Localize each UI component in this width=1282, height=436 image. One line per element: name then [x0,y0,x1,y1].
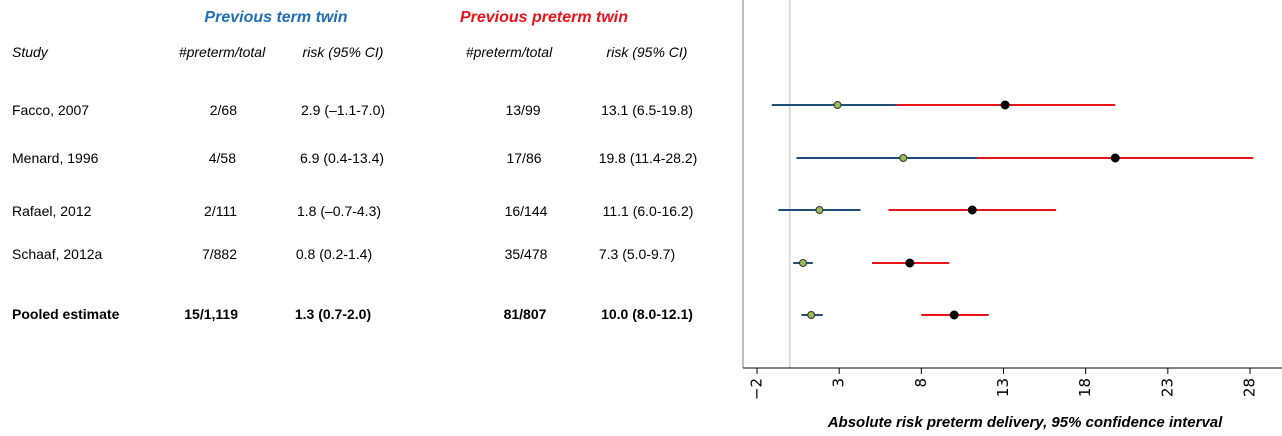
column-header-term-risk: risk (95% CI) [302,44,384,60]
study-name: Pooled estimate [12,306,120,322]
preterm-count: 35/478 [504,246,548,262]
preterm-count: 81/807 [503,306,547,322]
preterm-risk: 11.1 (6.0-16.2) [602,203,694,219]
column-header-preterm-count: #preterm/total [465,44,553,60]
term-count: 2/68 [209,102,237,118]
point-estimate [905,258,915,268]
preterm-risk: 10.0 (8.0-12.1) [601,306,693,322]
preterm-count: 16/144 [504,203,548,219]
term-risk: 6.9 (0.4-13.4) [299,150,385,166]
point-estimate [1000,100,1010,110]
term-count: 15/1,119 [184,306,238,322]
study-name: Schaaf, 2012a [12,246,103,262]
point-estimate [807,311,816,319]
preterm-risk: 19.8 (11.4-28.2) [598,150,698,166]
point-estimate [899,154,908,162]
x-tick-label: 3 [830,378,848,388]
point-estimate [799,259,808,267]
study-name: Menard, 1996 [12,150,99,166]
point-estimate [1110,153,1120,163]
point-estimate [833,101,842,109]
x-tick-label: 28 [1241,378,1259,397]
point-estimate [967,205,977,215]
term-risk: 0.8 (0.2-1.4) [295,246,373,262]
point-estimate [815,206,824,214]
study-name: Rafael, 2012 [12,203,92,219]
term-count: 2/111 [204,203,237,219]
term-risk: 1.3 (0.7-2.0) [294,306,372,322]
x-axis-label: Absolute risk preterm delivery, 95% conf… [827,414,1223,431]
preterm-count: 17/86 [506,150,542,166]
term-count: 4/58 [208,150,236,166]
x-tick-label: 13 [994,378,1012,397]
study-name: Facco, 2007 [12,102,90,118]
column-header-study: Study [12,44,48,60]
x-tick-label: −2 [748,378,766,400]
term-risk: 2.9 (–1.1-7.0) [300,102,386,118]
column-header-term-count: #preterm/total [178,44,266,60]
preterm-risk: 13.1 (6.5-19.8) [601,102,693,118]
point-estimate [949,310,959,320]
preterm-risk: 7.3 (5.0-9.7) [598,246,676,262]
x-tick-label: 23 [1158,378,1176,397]
group-header-term: Previous term twin [204,9,348,26]
term-count: 7/882 [201,246,237,262]
term-risk: 1.8 (–0.7-4.3) [296,203,382,219]
column-header-preterm-risk: risk (95% CI) [606,44,688,60]
x-tick-label: 18 [1076,378,1094,397]
x-tick-label: 8 [912,378,930,388]
preterm-count: 13/99 [505,102,541,118]
group-header-preterm: Previous preterm twin [459,9,629,26]
